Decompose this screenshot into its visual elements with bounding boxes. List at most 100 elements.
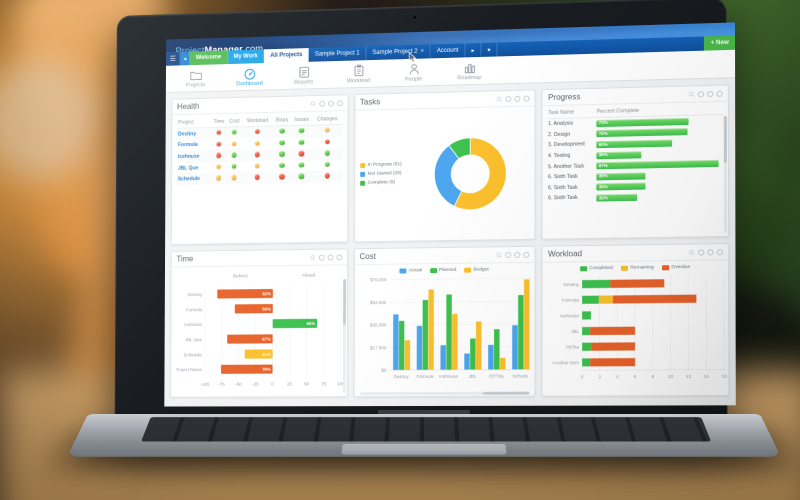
legend-item[interactable]: Completed [579, 266, 613, 272]
tab-[interactable]: ◂ [180, 51, 191, 66]
workload-chart[interactable]: Completed Remaining Overdue 0 2 4 6 8 10 12 14 16 De… [548, 265, 728, 392]
workload-segment-completed[interactable] [582, 279, 611, 289]
legend-item[interactable]: Overdue [662, 265, 690, 271]
settings-icon[interactable] [327, 100, 334, 107]
panel-controls-time[interactable] [310, 253, 342, 261]
search-icon[interactable] [689, 249, 695, 255]
health-project-name[interactable]: Formula [177, 142, 198, 149]
health-project-name[interactable]: Icehouse [177, 153, 200, 160]
nav-item-roadmap[interactable]: Roadmap [448, 60, 490, 81]
legend-item[interactable]: Remaining [621, 265, 654, 271]
health-project-name[interactable]: JBL Que [177, 164, 199, 172]
legend-item[interactable]: Not Started (29) [359, 170, 411, 177]
cost-bar-actual[interactable] [511, 325, 518, 370]
tab-[interactable]: ▸ [465, 42, 482, 58]
cost-bar-planned[interactable] [517, 295, 524, 370]
settings-icon[interactable] [707, 248, 714, 256]
tab-new[interactable]: + New [704, 35, 736, 51]
list-item[interactable]: 6. Sixth Task 32% [548, 190, 723, 204]
workload-segment-overdue[interactable] [610, 279, 665, 288]
tab-close-icon[interactable]: × [420, 48, 424, 55]
cost-scrollbar[interactable] [359, 391, 530, 396]
health-project-name[interactable]: Destiny [178, 131, 197, 138]
tasks-donut[interactable] [411, 130, 530, 218]
workload-segment-overdue[interactable] [590, 326, 636, 336]
legend-item[interactable]: In Progress (51) [359, 162, 411, 168]
cost-bar-actual[interactable] [487, 344, 494, 370]
close-icon[interactable] [523, 95, 530, 102]
time-scrollbar-thumb[interactable] [342, 279, 346, 325]
table-row[interactable]: Schedule [176, 170, 343, 186]
health-project-name[interactable]: Schedule [177, 176, 200, 183]
time-bar[interactable] [217, 288, 273, 299]
tab-[interactable]: ▾ [481, 42, 498, 57]
minimize-icon[interactable] [697, 90, 705, 97]
minimize-icon[interactable] [318, 100, 325, 107]
cost-bar-actual[interactable] [463, 353, 470, 370]
cost-bar-planned[interactable] [445, 294, 452, 370]
time-bar[interactable] [244, 349, 273, 359]
cost-chart[interactable]: Actual Planned Budget $0 $17,500 $35,000 $52,5… [359, 267, 529, 392]
panel-controls-workload[interactable] [689, 248, 723, 256]
progress-scrollbar-thumb[interactable] [723, 115, 727, 163]
donut-slice-complete[interactable] [448, 137, 471, 160]
nav-item-people[interactable]: People [393, 62, 435, 83]
cost-bar-planned[interactable] [399, 321, 405, 371]
cost-bar-budget[interactable] [450, 313, 457, 370]
settings-icon[interactable] [707, 90, 714, 97]
close-icon[interactable] [523, 251, 530, 258]
legend-item[interactable]: Budget [464, 267, 489, 273]
cost-bar-planned[interactable] [422, 300, 428, 371]
search-icon[interactable] [497, 96, 503, 102]
cost-bar-planned[interactable] [469, 338, 476, 370]
cost-bar-actual[interactable] [392, 314, 399, 371]
search-icon[interactable] [497, 252, 503, 258]
panel-controls-cost[interactable] [497, 251, 530, 257]
legend-item[interactable]: Planned [429, 268, 456, 274]
search-icon[interactable] [310, 100, 316, 106]
search-icon[interactable] [310, 254, 316, 260]
settings-icon[interactable] [514, 251, 521, 258]
workload-segment-completed[interactable] [582, 295, 600, 304]
minimize-icon[interactable] [318, 254, 325, 261]
time-bar[interactable] [220, 364, 273, 374]
cost-bar-budget[interactable] [404, 340, 411, 371]
settings-icon[interactable] [514, 95, 521, 102]
time-chart[interactable]: Behind Ahead -100 -75 -50 -25 0 25 50 75 100 82% Des… [175, 269, 345, 393]
search-icon[interactable] [689, 91, 695, 97]
workload-segment-completed[interactable] [582, 358, 591, 367]
workload-segment-completed[interactable] [582, 327, 591, 336]
time-bar[interactable] [234, 304, 273, 314]
time-bar[interactable] [272, 318, 318, 329]
cost-bar-actual[interactable] [439, 344, 446, 370]
progress-scrollbar[interactable] [723, 115, 728, 233]
close-icon[interactable] [336, 253, 342, 260]
close-icon[interactable] [336, 99, 343, 106]
nav-item-workload[interactable]: Workload [338, 63, 379, 84]
time-scrollbar[interactable] [342, 279, 346, 394]
cost-scrollbar-thumb[interactable] [483, 391, 530, 395]
panel-controls-tasks[interactable] [497, 95, 530, 102]
cost-bar-budget[interactable] [499, 357, 506, 370]
workload-segment-overdue[interactable] [613, 294, 697, 304]
time-bar[interactable] [227, 334, 273, 344]
workload-segment-remaining[interactable] [599, 295, 614, 304]
minimize-icon[interactable] [698, 248, 705, 256]
settings-icon[interactable] [327, 254, 334, 261]
panel-controls-health[interactable] [310, 99, 343, 107]
legend-item[interactable]: Complete (9) [359, 179, 411, 186]
nav-item-reports[interactable]: Reports [283, 65, 324, 86]
workload-segment-overdue[interactable] [591, 342, 636, 351]
tab-[interactable]: ☰ [165, 51, 181, 66]
panel-controls-progress[interactable] [689, 90, 723, 97]
minimize-icon[interactable] [505, 95, 512, 102]
workload-segment-overdue[interactable] [590, 358, 636, 367]
tab-account[interactable]: Account [430, 43, 466, 59]
legend-item[interactable]: Actual [399, 268, 422, 274]
tab-all-projects[interactable]: All Projects [264, 48, 310, 64]
minimize-icon[interactable] [505, 251, 512, 258]
workload-segment-completed[interactable] [582, 342, 592, 351]
cost-bar-budget[interactable] [427, 289, 434, 370]
cost-bar-actual[interactable] [416, 326, 423, 371]
close-icon[interactable] [716, 248, 723, 255]
